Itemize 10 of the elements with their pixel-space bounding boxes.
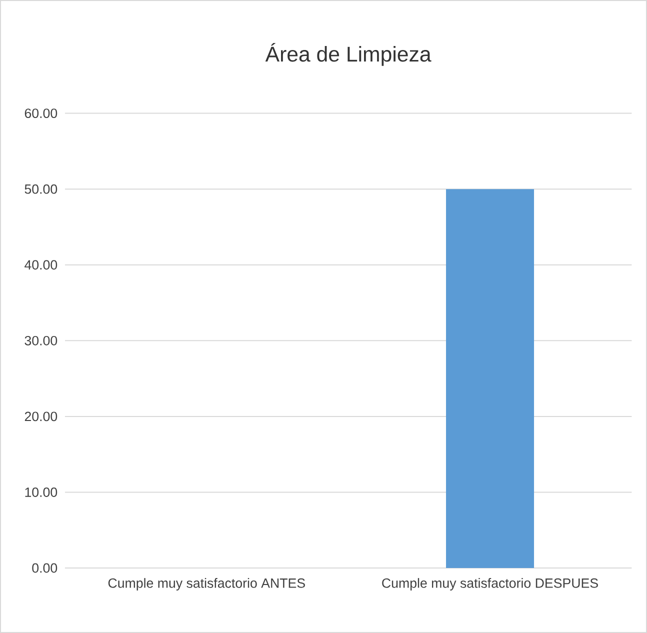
y-tick-label: 30.00 (24, 336, 58, 346)
y-tick-label: 40.00 (24, 260, 58, 270)
x-tick-label: Cumple muy satisfactorio ANTES (108, 578, 305, 590)
chart-title: Área de Limpieza (265, 42, 432, 66)
y-tick-label: 0.00 (32, 563, 58, 573)
x-tick-label: Cumple muy satisfactorio DESPUES (382, 578, 598, 590)
y-tick-label: 20.00 (24, 412, 58, 422)
y-tick-label: 60.00 (24, 108, 58, 118)
y-tick-label: 10.00 (25, 488, 58, 497)
y-tick-label: 50.00 (24, 184, 58, 194)
